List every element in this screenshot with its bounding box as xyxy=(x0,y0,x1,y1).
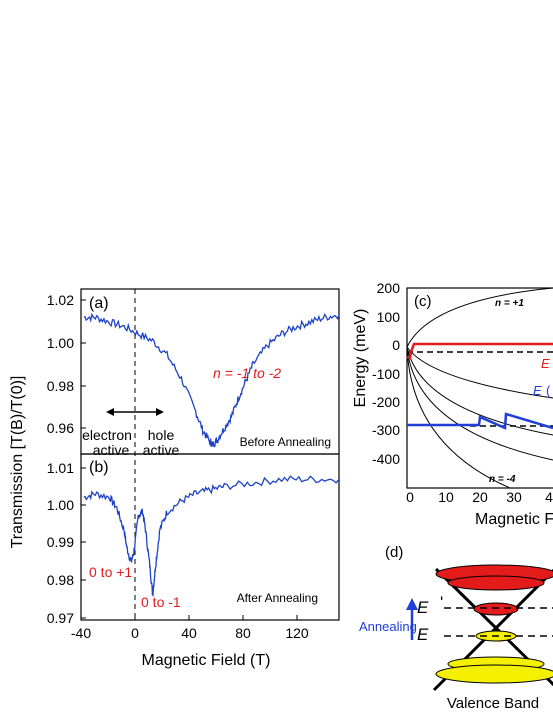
ytick-b-0.97: 0.97 xyxy=(47,610,74,626)
panel-a-tag: (a) xyxy=(89,295,109,312)
xtick-80: 80 xyxy=(235,625,251,641)
ef-label: E xyxy=(417,625,429,644)
x-axis-label: Magnetic Field (T) xyxy=(142,652,271,669)
ytick-c--200: -200 xyxy=(372,394,400,410)
ytick-c-100: 100 xyxy=(377,309,401,325)
panel-a-yticks: 1.02 1.00 0.98 0.96 xyxy=(47,292,86,436)
panel-b-tag: (b) xyxy=(89,459,109,476)
hole-label-1: hole xyxy=(148,427,175,443)
panel-c-xticks: 0 10 20 30 4 xyxy=(406,489,553,505)
ytick-a-1.02: 1.02 xyxy=(47,292,74,308)
xtick-c-0: 0 xyxy=(406,489,414,505)
landau-level-minus2 xyxy=(406,346,553,436)
x-ticks: -40 0 40 80 120 xyxy=(71,615,309,641)
panel-a-caption: Before Annealing xyxy=(240,435,331,449)
panel-c-frame xyxy=(406,287,553,489)
ef-prime-mark: ' xyxy=(440,593,443,612)
landau-level-minus1 xyxy=(406,346,553,399)
electron-label-2: active xyxy=(93,442,130,458)
xtick-c-20: 20 xyxy=(472,489,488,505)
ytick-b-0.98: 0.98 xyxy=(47,572,74,588)
conduction-ellipse-small xyxy=(473,602,519,616)
panel-d-tag: (d) xyxy=(385,544,403,561)
landau-level-minus4 xyxy=(406,346,511,489)
ytick-b-0.99: 0.99 xyxy=(47,534,74,550)
ef-red-label: E xyxy=(541,356,550,371)
ytick-a-1.00: 1.00 xyxy=(47,335,74,351)
panel-b-right-annotation: 0 to -1 xyxy=(141,594,181,610)
annealing-label: Annealing xyxy=(359,619,417,634)
panel-a-red-annotation: n = -1 to -2 xyxy=(213,365,281,381)
landau-level-minus3 xyxy=(406,346,553,461)
valence-ellipse-large xyxy=(435,664,553,684)
panel-c-ylabel: Energy (meV) xyxy=(352,309,369,408)
ytick-a-0.98: 0.98 xyxy=(47,378,74,394)
ef-prime-label: E xyxy=(417,598,429,617)
panel-c: Energy (meV) 200 100 0 -100 -200 -300 -4… xyxy=(352,280,553,528)
curve-after-annealing xyxy=(83,475,340,598)
panels-ab: Transmission [T(B)/T(0)] Magnetic Field … xyxy=(9,288,340,669)
ytick-a-0.96: 0.96 xyxy=(47,420,74,436)
ytick-b-1.01: 1.01 xyxy=(47,460,74,476)
hole-label-2: active xyxy=(143,442,180,458)
panel-c-yticks: 200 100 0 -100 -200 -300 -400 xyxy=(372,280,400,467)
ytick-c-0: 0 xyxy=(392,337,400,353)
xtick--40: -40 xyxy=(71,625,91,641)
panel-c-tag: (c) xyxy=(414,293,432,310)
annealing-arrowhead xyxy=(406,598,418,610)
ef-blue-label: E xyxy=(533,383,542,398)
xtick-40: 40 xyxy=(181,625,197,641)
ef-blue-suffix: ( xyxy=(546,383,551,398)
electron-label-1: electron xyxy=(82,427,132,443)
panel-b-frame xyxy=(80,453,340,621)
label-n-plus1: n = +1 xyxy=(495,298,524,309)
ytick-b-1.00: 1.00 xyxy=(47,497,74,513)
panel-c-xlabel: Magnetic F xyxy=(475,511,553,528)
label-n-minus4: n = -4 xyxy=(489,474,516,485)
ytick-c-200: 200 xyxy=(377,280,401,296)
panel-b-left-annotation: 0 to +1 xyxy=(89,564,132,580)
panel-b-caption: After Annealing xyxy=(237,591,318,605)
fermi-level-red xyxy=(406,342,553,360)
ytick-c--400: -400 xyxy=(372,451,400,467)
y-axis-label: Transmission [T(B)/T(0)] xyxy=(9,376,26,549)
xtick-0: 0 xyxy=(131,625,139,641)
ytick-c--100: -100 xyxy=(372,366,400,382)
xtick-c-4: 4 xyxy=(545,489,553,505)
fermi-level-blue xyxy=(407,412,553,430)
ytick-c--300: -300 xyxy=(372,422,400,438)
xtick-c-30: 30 xyxy=(506,489,522,505)
valence-band-label: Valence Band xyxy=(447,695,539,712)
panel-b-yticks: 1.01 1.00 0.99 0.98 0.97 xyxy=(47,460,86,626)
panel-d: (d) E ' E Annealing Valence Band xyxy=(359,544,553,712)
curve-before-annealing xyxy=(83,312,340,448)
xtick-c-10: 10 xyxy=(438,489,454,505)
landau-level-plus1 xyxy=(406,287,553,348)
xtick-120: 120 xyxy=(285,625,309,641)
conduction-ellipse-mid xyxy=(447,575,545,591)
